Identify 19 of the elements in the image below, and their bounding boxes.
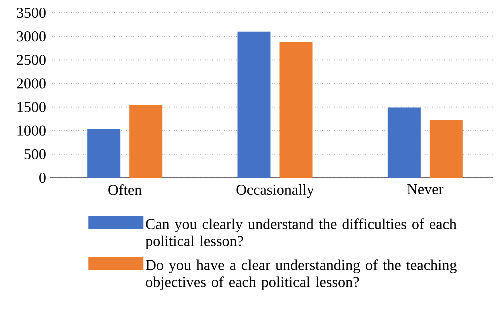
y-tick-label: 3500 (17, 8, 46, 18)
bar (280, 42, 313, 178)
y-tick-label: 500 (24, 149, 46, 160)
x-tick-label: Often (108, 184, 142, 196)
y-tick-label: 3000 (17, 32, 46, 42)
y-tick-label: 2000 (17, 78, 46, 89)
bar (238, 32, 271, 178)
y-tick-label: 1000 (18, 126, 46, 136)
legend-label: Do you have a clear understanding of the teaching objectives of each political lesson? (146, 260, 457, 290)
y-tick-label: 1500 (18, 102, 46, 112)
y-tick-label: 0 (40, 172, 46, 184)
bar (388, 108, 421, 178)
x-tick-label: Occasionally (236, 184, 314, 198)
x-tick-label: Never (408, 184, 444, 194)
bar (88, 129, 121, 178)
legend-label: Can you clearly understand the difficulties of each political lesson? (146, 218, 457, 250)
bar (430, 120, 463, 178)
y-tick-label: 2500 (17, 55, 46, 66)
bar (130, 105, 163, 178)
